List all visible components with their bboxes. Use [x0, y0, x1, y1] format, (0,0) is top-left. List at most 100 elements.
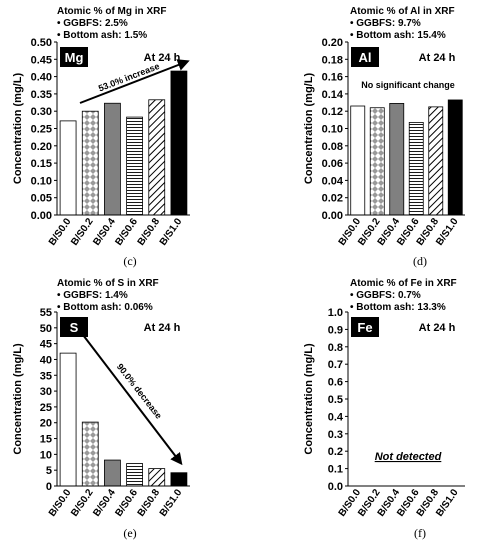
y-tick-label: 0.45: [31, 54, 52, 66]
bar: [104, 459, 121, 487]
panel-caption: (e): [123, 526, 136, 540]
y-tick-label: 0.30: [31, 106, 52, 118]
panel-title: Atomic % of Fe in XRF: [350, 278, 457, 289]
y-tick-label: 0.10: [322, 124, 343, 136]
y-tick-label: 0.6: [328, 377, 343, 389]
y-tick-label: 0.4: [328, 411, 344, 423]
bar: [81, 421, 99, 487]
panel-caption: (c): [123, 254, 136, 268]
y-tick-label: 0.16: [322, 72, 343, 84]
panel-title: Atomic % of Al in XRF: [350, 6, 455, 17]
y-tick-label: 0.05: [31, 193, 52, 205]
y-tick-label: 0.14: [322, 89, 344, 101]
bar: [389, 103, 405, 216]
y-tick-label: 5: [46, 465, 52, 477]
y-tick-label: 0.20: [31, 141, 52, 153]
bar: [447, 99, 463, 216]
bar: [428, 106, 444, 216]
bar: [126, 463, 143, 487]
panel-caption: (d): [413, 254, 427, 268]
bar: [59, 120, 77, 216]
element-label: S: [70, 320, 79, 335]
y-tick-label: 40: [40, 354, 52, 366]
y-tick-label: 15: [40, 434, 52, 446]
bar: [350, 105, 366, 216]
y-tick-label: 50: [40, 323, 52, 335]
y-axis-label: Concentration (mg/L): [303, 343, 315, 455]
panel-note: • GGBFS: 1.4%: [57, 290, 128, 301]
panel-title: Atomic % of Mg in XRF: [57, 6, 166, 17]
y-tick-label: 0.8: [328, 342, 343, 354]
y-axis-label: Concentration (mg/L): [12, 73, 24, 185]
y-tick-label: 45: [40, 339, 52, 351]
bar: [148, 468, 166, 487]
bar: [408, 122, 424, 216]
y-tick-label: 30: [40, 386, 52, 398]
y-tick-label: 0.06: [322, 158, 343, 170]
panel-note: • Bottom ash: 13.3%: [350, 302, 446, 313]
y-tick-label: 0.02: [322, 193, 343, 205]
bar: [148, 99, 166, 216]
y-tick-label: 0.00: [31, 210, 52, 222]
y-tick-label: 0: [46, 481, 52, 493]
y-tick-label: 0.00: [322, 210, 343, 222]
y-tick-label: 10: [40, 449, 52, 461]
element-label: Fe: [357, 320, 372, 335]
y-tick-label: 1.0: [328, 307, 343, 319]
y-tick-label: 0.1: [328, 464, 343, 476]
x-tick-label: B/S1.0: [158, 216, 185, 248]
y-tick-label: 0.15: [31, 158, 52, 170]
y-axis-label: Concentration (mg/L): [12, 343, 24, 455]
bar: [369, 107, 385, 216]
element-box: [351, 47, 379, 67]
bar: [126, 116, 143, 216]
panel-caption: (f): [414, 526, 426, 540]
y-tick-label: 0.20: [322, 37, 343, 49]
bar: [81, 110, 99, 216]
time-label: At 24 h: [144, 322, 181, 334]
trend-arrow: [79, 59, 190, 104]
element-box: [60, 47, 88, 67]
y-tick-label: 0.3: [328, 429, 343, 441]
panel-note: • GGBFS: 2.5%: [57, 18, 128, 29]
time-label: At 24 h: [144, 52, 181, 64]
panel-note: • GGBFS: 9.7%: [350, 18, 421, 29]
trend-arrow: [79, 330, 183, 466]
y-tick-label: 0.5: [328, 394, 343, 406]
element-label: Al: [359, 50, 372, 65]
y-tick-label: 0.9: [328, 324, 343, 336]
y-tick-label: 0.18: [322, 54, 343, 66]
panel-note: • Bottom ash: 1.5%: [57, 30, 147, 41]
y-tick-label: 0.10: [31, 175, 52, 187]
bar: [104, 102, 121, 216]
panel-note: • Bottom ash: 0.06%: [57, 302, 153, 313]
bar: [170, 70, 188, 216]
y-tick-label: 25: [40, 402, 52, 414]
annotation: 53.0% increase: [97, 61, 161, 93]
y-tick-label: 0.7: [328, 359, 343, 371]
panel-note: • GGBFS: 0.7%: [350, 290, 421, 301]
x-tick-label: B/S1.0: [158, 487, 185, 519]
y-tick-label: 0.12: [322, 106, 343, 118]
element-box: [351, 317, 379, 337]
y-tick-label: 0.50: [31, 37, 52, 49]
annotation: No significant change: [361, 80, 455, 90]
y-tick-label: 35: [40, 370, 52, 382]
y-axis-label: Concentration (mg/L): [303, 73, 315, 185]
y-tick-label: 0.2: [328, 446, 343, 458]
element-label: Mg: [65, 50, 84, 65]
y-tick-label: 0.35: [31, 89, 52, 101]
y-tick-label: 0.08: [322, 141, 343, 153]
y-tick-label: 0.04: [322, 175, 344, 187]
time-label: At 24 h: [419, 322, 456, 334]
bar: [59, 352, 77, 487]
y-tick-label: 0.0: [328, 481, 343, 493]
annotation: 90.0% decrease: [115, 362, 164, 421]
y-tick-label: 20: [40, 418, 52, 430]
y-tick-label: 55: [40, 307, 52, 319]
bar: [170, 472, 188, 487]
y-tick-label: 0.40: [31, 72, 52, 84]
time-label: At 24 h: [419, 52, 456, 64]
annotation: Not detected: [375, 451, 442, 463]
